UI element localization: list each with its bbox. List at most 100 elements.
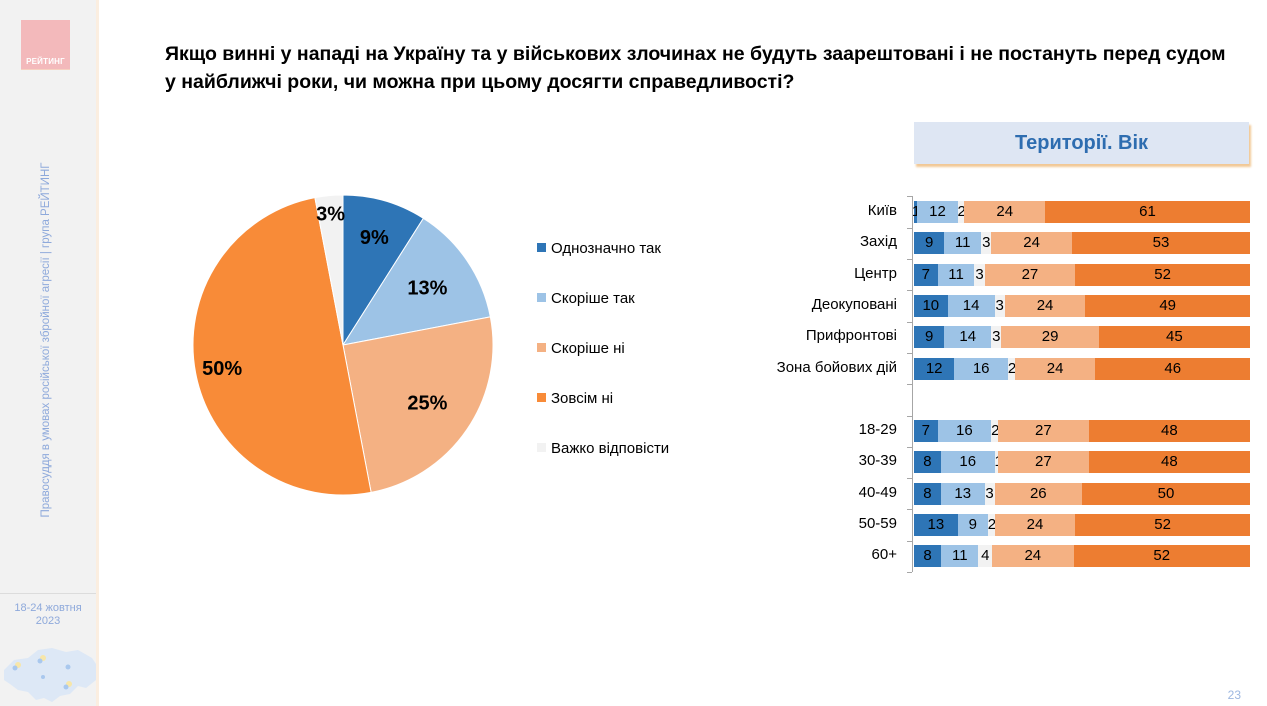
bar-value-label: 9 (924, 328, 934, 345)
bar-segment (1014, 358, 1096, 380)
bar-value-label: 3 (975, 266, 984, 283)
bar-segment (1001, 326, 1099, 348)
category-label: Центр (854, 265, 897, 282)
question-title-line-1: Якщо винні у нападі на Україну та у війс… (165, 43, 1226, 65)
bar-segment (974, 264, 985, 286)
legend-swatch (537, 243, 546, 252)
bar-value-label: 3 (992, 328, 1001, 345)
bar-segment (984, 483, 995, 505)
bar-segment (1088, 420, 1250, 442)
bar-segment (940, 451, 995, 473)
sidebar-vertical-caption: Правосуддя в умовах російської збройної … (40, 162, 52, 518)
pie-slice (342, 194, 425, 347)
bar-value-label: 3 (995, 297, 1004, 314)
pie-chart: 9% 13% 25% 50% 3% (192, 194, 494, 496)
bar-value-label: 11 (954, 234, 971, 251)
legend-label: Однозначно так (551, 240, 661, 257)
survey-dates: 18-24 жовтня 2023 (0, 602, 96, 628)
category-label: 40-49 (858, 484, 897, 501)
bar-value-label: 7 (921, 266, 930, 283)
section-title: Території. Вік (1014, 131, 1149, 154)
rating-logo: РЕЙТИНГ (21, 20, 70, 70)
bar-value-label: 14 (962, 297, 980, 314)
pie-value-label: 50% (202, 358, 242, 380)
bar-segment (940, 483, 985, 505)
bar-value-label: 48 (1161, 422, 1178, 439)
axis-tick (907, 447, 912, 448)
bar-value-label: 52 (1153, 547, 1171, 564)
bar-segment (1073, 545, 1250, 567)
bar-segment (944, 232, 982, 254)
bar-segment (917, 201, 958, 223)
axis-tick (907, 353, 912, 354)
bar-segment (914, 420, 938, 442)
bar-segment (1045, 201, 1250, 223)
axis-tick (907, 196, 912, 197)
bar-value-label: 27 (1035, 422, 1052, 439)
bar-value-label: 24 (1023, 234, 1040, 251)
bar-segment (994, 295, 1005, 317)
bar-segment (981, 232, 992, 254)
bar-segment (1098, 326, 1250, 348)
bar-value-label: 50 (1157, 485, 1175, 502)
bar-segment (914, 545, 942, 567)
category-label: Деокуповані (811, 296, 897, 313)
pie-value-label: 3% (316, 204, 345, 226)
bar-value-label: 27 (1021, 266, 1039, 283)
bar-segment (944, 326, 992, 348)
section-header: Території. Вік (914, 122, 1249, 164)
bar-value-label: 26 (1029, 485, 1047, 502)
bar-value-label: 3 (982, 234, 991, 251)
bar-segment (1088, 451, 1250, 473)
category-label: 30-39 (858, 452, 897, 469)
bar-segment (1004, 295, 1086, 317)
category-label: Прифронтові (805, 327, 897, 344)
bar-segment (914, 358, 955, 380)
bar-value-label: 16 (956, 422, 973, 439)
bar-segment (957, 514, 988, 536)
axis-tick (907, 416, 912, 417)
bar-segment (1008, 358, 1015, 380)
bar-value-label: 24 (996, 203, 1014, 220)
category-label: Київ (867, 202, 897, 219)
bar-value-label: 12 (925, 360, 943, 377)
category-label: Захід (860, 233, 897, 250)
bar-segment (937, 264, 975, 286)
bar-value-label: 49 (1159, 297, 1177, 314)
bar-value-label: 9 (924, 234, 934, 251)
legend-item: Зовсім ні (537, 390, 613, 407)
question-title: Якщо винні у нападі на Україну та у війс… (165, 40, 1245, 96)
legend-swatch (537, 293, 546, 302)
pie-value-label: 13% (407, 278, 447, 300)
legend-item: Скоріше ні (537, 340, 625, 357)
survey-year: 2023 (35, 615, 61, 627)
bar-segment (994, 451, 998, 473)
survey-date-range: 18-24 жовтня (14, 602, 82, 614)
bar-segment (998, 420, 1089, 442)
axis-tick (907, 384, 912, 385)
axis-tick (907, 322, 912, 323)
pie-slice (314, 194, 344, 346)
bar-segment (1095, 358, 1250, 380)
bar-segment (914, 514, 958, 536)
bar-value-label: 14 (959, 328, 977, 345)
bar-segment (914, 483, 941, 505)
category-label: 50-59 (858, 515, 897, 532)
bar-value-label: 24 (1046, 360, 1064, 377)
bar-value-label: 12 (929, 203, 946, 220)
sidebar-divider (0, 593, 96, 594)
legend-label: Скоріше так (551, 290, 635, 307)
bar-segment (937, 420, 992, 442)
legend-swatch (537, 393, 546, 402)
sidebar: РЕЙТИНГ Правосуддя в умовах російської з… (0, 0, 99, 706)
bar-segment (991, 420, 998, 442)
bar-value-label: 9 (968, 516, 977, 533)
pie-slice (192, 197, 372, 496)
bar-value-label: 3 (985, 485, 994, 502)
bar-value-label: 16 (959, 453, 977, 470)
question-title-line-2: у найближчі роки, чи можна при цьому дос… (165, 71, 795, 93)
logo-text: РЕЙТИНГ (26, 57, 65, 66)
bar-segment (914, 451, 941, 473)
axis-tick (907, 541, 912, 542)
bar-segment (994, 514, 1076, 536)
